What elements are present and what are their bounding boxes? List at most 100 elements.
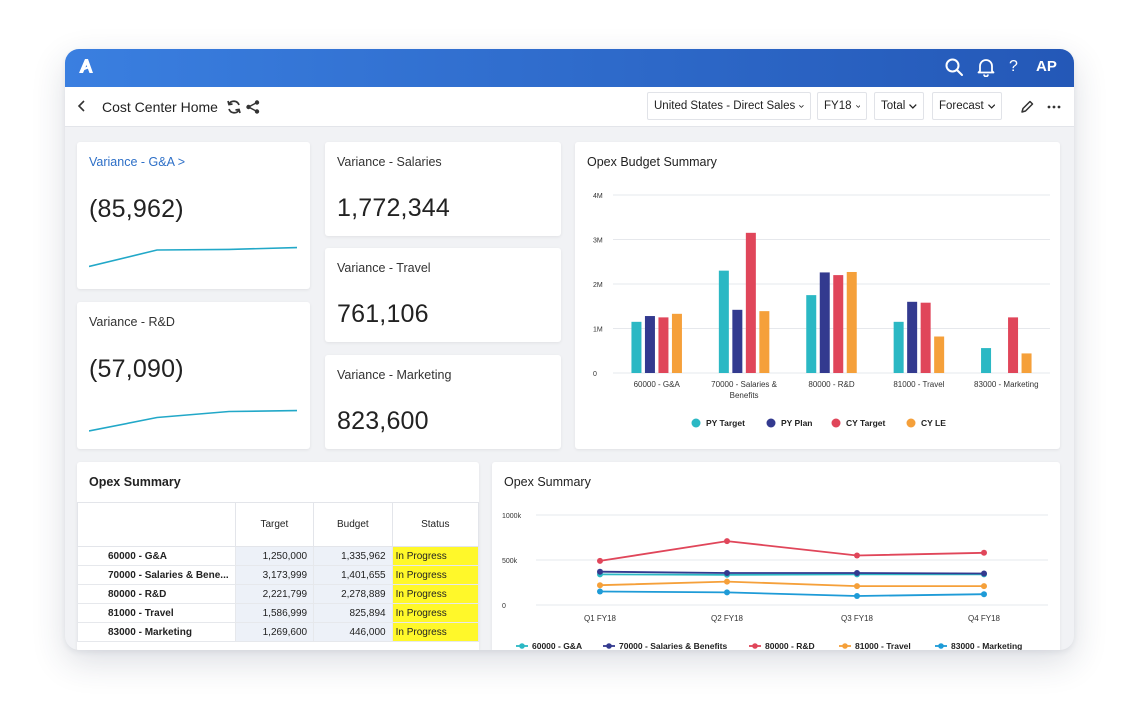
data-point[interactable] [854,552,860,559]
back-arrow-icon[interactable] [76,98,88,114]
row-status-cell[interactable]: In Progress [391,603,479,623]
y-tick-label: 3M [593,238,603,245]
data-point[interactable] [597,557,603,564]
app-window: ? AP Cost Center Home United States - Di… [65,49,1074,650]
bar[interactable] [759,311,770,373]
column-header-budget[interactable]: Budget [313,502,393,547]
legend-item[interactable]: 81000 - Travel [839,641,911,650]
legend-item[interactable]: 83000 - Marketing [935,641,1022,650]
legend-item[interactable]: 80000 - R&D [749,641,815,650]
row-status-cell[interactable]: In Progress [391,565,479,585]
bar[interactable] [934,336,945,373]
data-point[interactable] [724,538,730,545]
sparkline-trend [89,409,298,432]
table-row[interactable]: 81000 - Travel 1,586,999 825,894 In Progres… [77,603,479,623]
table-row[interactable]: 83000 - Marketing 1,269,600 446,000 In Prog… [77,622,479,642]
region-dropdown[interactable]: United States - Direct Sales [647,92,811,120]
top-bar: ? AP [65,49,1074,87]
legend-swatch [691,418,701,428]
data-point[interactable] [724,589,730,596]
bar[interactable] [806,295,817,373]
kpi-title-ga-link[interactable]: Variance - G&A > [89,155,185,169]
legend-item[interactable]: CY LE [906,418,947,428]
row-budget-cell[interactable]: 825,894 [313,603,393,623]
chevron-right-icon: > [177,155,186,169]
version-dropdown[interactable]: Forecast [932,92,1002,120]
total-dropdown[interactable]: Total [874,92,924,120]
legend-item[interactable]: 70000 - Salaries & Benefits [603,641,727,650]
more-options-icon[interactable] [1046,99,1062,115]
series-line[interactable] [599,540,985,562]
data-point[interactable] [981,583,987,590]
bar[interactable] [671,313,682,373]
row-status-cell[interactable]: In Progress [391,622,479,642]
kpi-card-marketing[interactable]: Variance - Marketing 823,600 [325,355,561,449]
bar[interactable] [846,271,857,373]
table-row[interactable]: 70000 - Salaries & Bene... 3,173,999 1,401… [77,565,479,585]
data-point[interactable] [597,582,603,589]
row-target-cell[interactable]: 3,173,999 [234,565,315,585]
legend-label: 70000 - Salaries & Benefits [619,641,727,650]
refresh-icon[interactable] [226,99,242,115]
kpi-card-salaries[interactable]: Variance - Salaries 1,772,344 [325,142,561,236]
row-target-cell[interactable]: 2,221,799 [234,584,315,604]
data-point[interactable] [597,568,603,575]
row-target-cell[interactable]: 1,586,999 [234,603,315,623]
year-dropdown[interactable]: FY18 [817,92,867,120]
row-budget-cell[interactable]: 1,335,962 [313,546,393,566]
kpi-card-ga[interactable]: Variance - G&A > (85,962) [77,142,310,289]
kpi-card-travel[interactable]: Variance - Travel 761,106 [325,248,561,342]
bar[interactable] [644,316,655,373]
bell-icon[interactable] [976,57,996,77]
data-point[interactable] [854,570,860,576]
bar[interactable] [658,317,669,373]
legend-swatch [519,643,525,649]
kpi-title-travel: Variance - Travel [337,261,431,275]
data-point[interactable] [724,578,730,585]
data-point[interactable] [981,570,987,577]
data-point[interactable] [981,591,987,598]
row-status-cell[interactable]: In Progress [391,584,479,604]
data-point[interactable] [854,583,860,590]
help-button[interactable]: ? [1009,58,1018,75]
legend-item[interactable]: PY Target [691,418,746,428]
column-header-target[interactable]: Target [234,502,315,547]
user-avatar[interactable]: AP [1036,58,1057,75]
series-line[interactable] [599,580,984,587]
search-icon[interactable] [944,57,964,77]
data-point[interactable] [724,570,730,576]
app-logo-icon[interactable] [77,57,95,75]
data-point[interactable] [597,588,603,595]
legend-item[interactable]: 60000 - G&A [516,641,582,650]
legend-item[interactable]: PY Plan [766,418,813,428]
bar[interactable] [981,348,992,373]
bar[interactable] [893,321,904,373]
row-target-cell[interactable]: 1,269,600 [234,622,315,642]
data-point[interactable] [981,549,987,556]
row-budget-cell[interactable]: 2,278,889 [313,584,393,604]
bar[interactable] [745,232,756,373]
table-row[interactable]: 60000 - G&A 1,250,000 1,335,962 In Progress [77,546,479,566]
bar[interactable] [1021,353,1032,373]
share-icon[interactable] [245,99,261,115]
table-row[interactable]: 80000 - R&D 2,221,799 2,278,889 In Progress [77,584,479,604]
data-point[interactable] [854,593,860,599]
row-target-cell[interactable]: 1,250,000 [234,546,315,566]
edit-pencil-icon[interactable] [1019,99,1035,115]
bar[interactable] [833,275,844,373]
bar[interactable] [631,321,642,373]
column-header-status[interactable]: Status [391,502,479,547]
legend-item[interactable]: CY Target [831,418,886,428]
bar[interactable] [920,302,931,373]
row-budget-cell[interactable]: 1,401,655 [313,565,393,585]
series-line[interactable] [599,570,985,575]
bar[interactable] [732,309,743,373]
row-budget-cell[interactable]: 446,000 [313,622,393,642]
kpi-card-rd[interactable]: Variance - R&D (57,090) [77,302,310,449]
row-status-cell[interactable]: In Progress [391,546,479,566]
bar[interactable] [819,272,830,373]
bar[interactable] [907,301,918,373]
bar[interactable] [1008,317,1019,373]
bar[interactable] [718,270,729,373]
series-line[interactable] [599,590,985,597]
